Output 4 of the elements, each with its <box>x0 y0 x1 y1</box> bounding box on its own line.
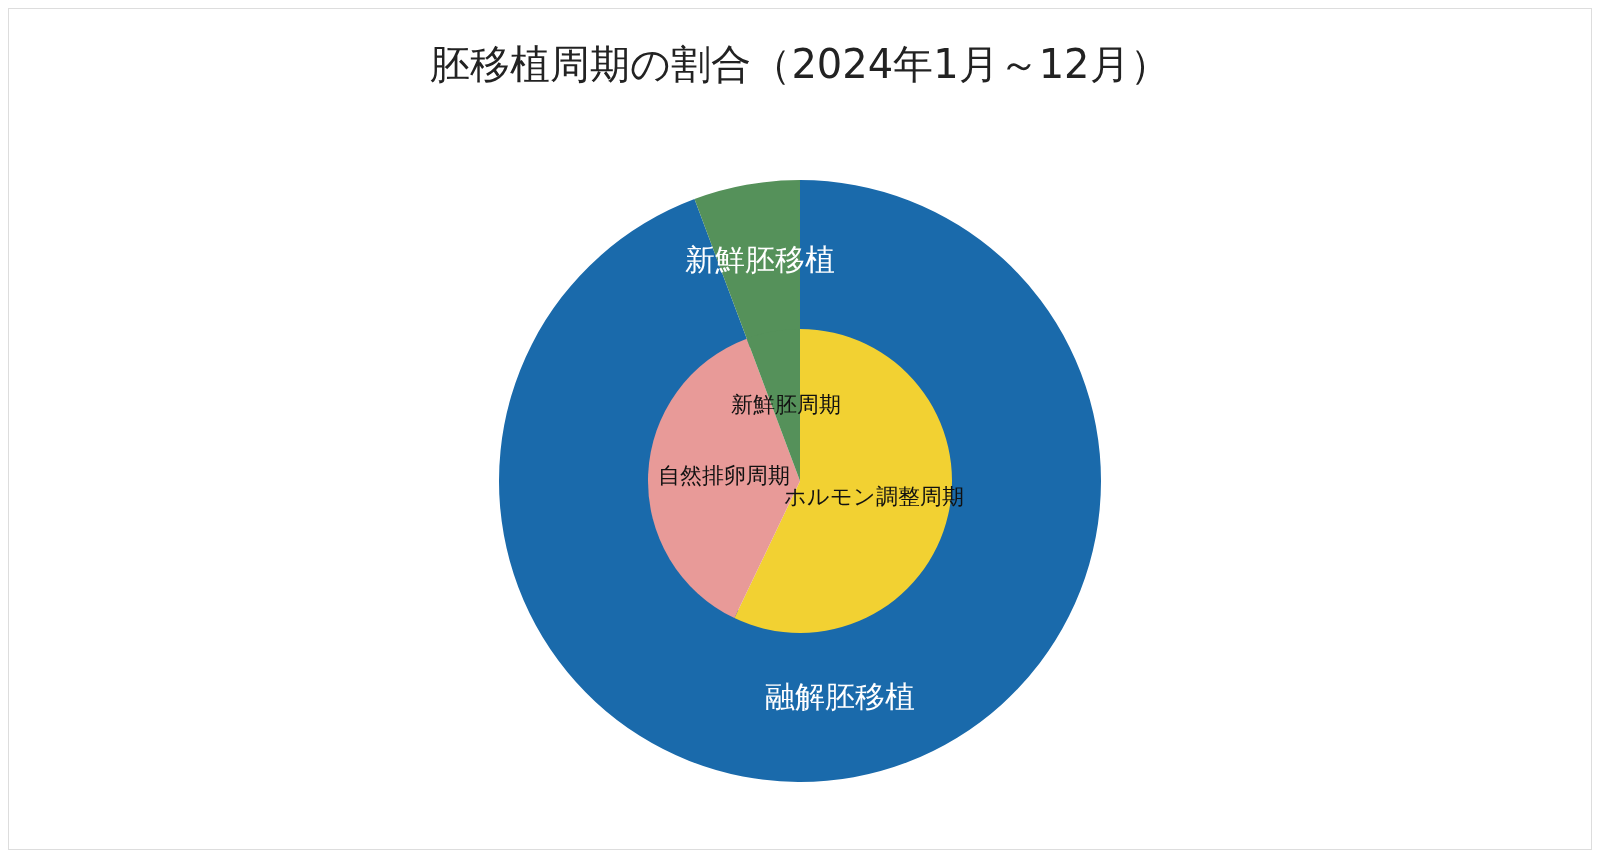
slice-label: 融解胚移植 <box>764 679 915 715</box>
slice-label: 新鮮胚移植 <box>685 242 836 278</box>
slice-label: 自然排卵周期 <box>658 463 791 489</box>
chart-title: 胚移植周期の割合（2024年1月～12月） <box>429 40 1171 89</box>
